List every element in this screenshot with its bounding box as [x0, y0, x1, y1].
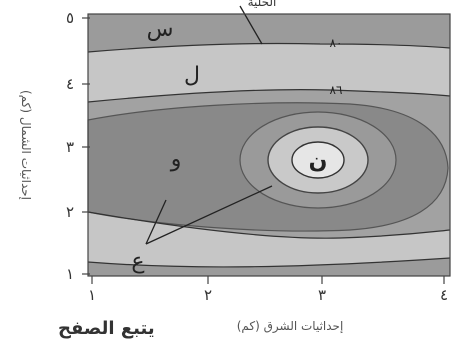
map-frame: [87, 13, 451, 277]
y-tick-5: ٥: [66, 9, 74, 27]
zone-label-w: و: [170, 147, 182, 172]
footer-text: يتبع الصفح: [58, 318, 155, 339]
leader-line-a2: [145, 185, 273, 245]
leader-line-top: [239, 5, 263, 45]
contour-label-86: ٨٦: [330, 83, 343, 97]
zone-label-s: س: [147, 17, 174, 42]
y-tick-2: ٢: [66, 203, 74, 221]
zone-label-n: ن: [309, 149, 328, 174]
y-tick-4: ٤: [66, 75, 74, 93]
contour-line-80: [87, 42, 451, 53]
contour-line-86: [87, 89, 451, 103]
y-axis-title: إحداثيات الشمال (كم): [19, 90, 33, 200]
contour-line-lower: [87, 211, 451, 239]
leader-line-a1: [145, 199, 167, 245]
ring-core: [291, 141, 345, 179]
x-tick-2: ٢: [204, 286, 212, 304]
contour-label-80: ٨٠: [330, 36, 343, 50]
x-axis-title: إحداثيات الشرق (كم): [237, 319, 344, 334]
x-tick-3: ٣: [318, 286, 326, 304]
x-tick-1: ١: [88, 286, 96, 304]
zone-label-a: ع: [131, 249, 144, 274]
y-tick-3: ٣: [66, 138, 74, 156]
top-label: الحلية: [248, 0, 277, 9]
x-tick-4: ٤: [440, 286, 448, 304]
contour-line-bottom: [87, 257, 451, 268]
zone-bottom-band: [88, 212, 450, 276]
zone-label-l: ل: [184, 63, 200, 88]
y-tick-1: ١: [66, 265, 74, 283]
